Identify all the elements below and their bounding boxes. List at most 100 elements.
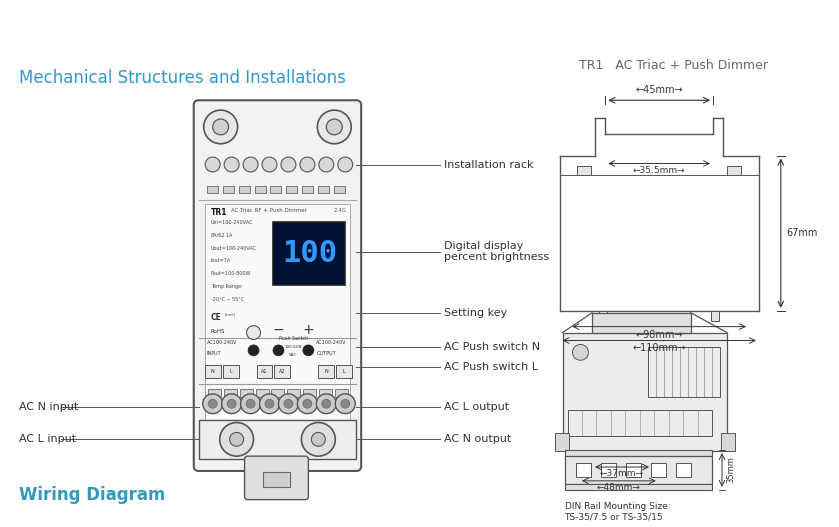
Bar bbox=[721, 433, 735, 451]
Bar bbox=[648, 347, 721, 397]
Circle shape bbox=[284, 399, 293, 408]
Circle shape bbox=[243, 157, 258, 172]
Circle shape bbox=[303, 399, 312, 408]
Text: Pout=100-800W: Pout=100-800W bbox=[211, 271, 251, 276]
Bar bbox=[208, 389, 221, 397]
Text: L: L bbox=[229, 369, 232, 374]
Text: TR1: TR1 bbox=[211, 208, 227, 217]
Bar bbox=[270, 186, 281, 193]
Bar bbox=[336, 389, 348, 397]
Bar bbox=[592, 313, 690, 333]
Bar bbox=[288, 389, 300, 397]
Circle shape bbox=[316, 394, 336, 414]
Circle shape bbox=[241, 394, 261, 414]
Text: Digital display
percent brightness: Digital display percent brightness bbox=[444, 241, 549, 262]
Circle shape bbox=[213, 119, 229, 135]
Circle shape bbox=[279, 394, 299, 414]
Text: OUTPUT: OUTPUT bbox=[316, 352, 336, 356]
Text: AC Push switch N: AC Push switch N bbox=[444, 343, 540, 353]
Circle shape bbox=[297, 394, 317, 414]
Text: ←37mm→: ←37mm→ bbox=[600, 469, 644, 478]
Bar bbox=[676, 463, 691, 477]
Text: AC N input: AC N input bbox=[19, 402, 79, 412]
Text: 100: 100 bbox=[282, 239, 337, 268]
Circle shape bbox=[338, 157, 352, 172]
Text: 8A/62.1A: 8A/62.1A bbox=[211, 233, 233, 238]
Circle shape bbox=[220, 423, 253, 456]
Text: CE: CE bbox=[211, 313, 221, 322]
Text: TR1   AC Triac + Push Dimmer: TR1 AC Triac + Push Dimmer bbox=[580, 58, 769, 72]
Circle shape bbox=[203, 394, 222, 414]
Bar bbox=[205, 365, 221, 378]
Bar bbox=[727, 167, 741, 175]
Text: ←35.5mm→: ←35.5mm→ bbox=[633, 167, 685, 175]
Circle shape bbox=[300, 157, 315, 172]
Text: DIN Rail Mounting Size:
TS-35/7.5 or TS-35/15: DIN Rail Mounting Size: TS-35/7.5 or TS-… bbox=[565, 502, 670, 521]
Text: A2: A2 bbox=[279, 369, 286, 374]
Text: A1: A1 bbox=[261, 369, 268, 374]
Bar bbox=[318, 186, 329, 193]
Circle shape bbox=[246, 399, 255, 408]
Text: −: − bbox=[273, 323, 284, 337]
Circle shape bbox=[317, 110, 352, 144]
Bar bbox=[302, 186, 313, 193]
Text: 100-60B: 100-60B bbox=[284, 345, 302, 349]
Bar bbox=[222, 365, 238, 378]
Bar bbox=[199, 419, 357, 459]
Bar bbox=[651, 463, 666, 477]
Text: [cert]: [cert] bbox=[225, 313, 236, 317]
Text: Temp Range:: Temp Range: bbox=[211, 284, 242, 289]
Circle shape bbox=[221, 394, 242, 414]
Text: AC L output: AC L output bbox=[444, 402, 509, 412]
Circle shape bbox=[224, 157, 239, 172]
Text: INPUT: INPUT bbox=[206, 352, 221, 356]
Circle shape bbox=[301, 423, 336, 456]
Bar bbox=[565, 484, 712, 490]
Bar bbox=[205, 204, 350, 422]
Text: +: + bbox=[303, 323, 314, 337]
Circle shape bbox=[259, 394, 279, 414]
Bar bbox=[206, 186, 217, 193]
Bar bbox=[567, 409, 712, 436]
Circle shape bbox=[326, 119, 342, 135]
Circle shape bbox=[281, 157, 296, 172]
Bar bbox=[257, 365, 273, 378]
FancyBboxPatch shape bbox=[245, 456, 309, 500]
Bar bbox=[256, 389, 268, 397]
Circle shape bbox=[341, 399, 350, 408]
Bar bbox=[576, 463, 591, 477]
Text: ←110mm→: ←110mm→ bbox=[633, 344, 686, 354]
Bar bbox=[599, 311, 607, 321]
Bar bbox=[222, 186, 233, 193]
Circle shape bbox=[204, 110, 237, 144]
Bar bbox=[224, 389, 237, 397]
Text: N: N bbox=[211, 369, 215, 374]
Text: AC Push switch L: AC Push switch L bbox=[444, 362, 538, 372]
Bar bbox=[304, 389, 316, 397]
Bar bbox=[626, 463, 641, 477]
Text: Push Switch: Push Switch bbox=[279, 336, 308, 340]
Text: Wiring Diagram: Wiring Diagram bbox=[19, 486, 166, 504]
Circle shape bbox=[319, 157, 334, 172]
Text: AC N output: AC N output bbox=[444, 434, 511, 444]
Bar bbox=[254, 186, 265, 193]
Circle shape bbox=[230, 433, 243, 446]
Text: AC100-240V: AC100-240V bbox=[206, 340, 237, 346]
Bar bbox=[565, 450, 712, 456]
Bar bbox=[240, 389, 253, 397]
Bar bbox=[238, 186, 249, 193]
Circle shape bbox=[322, 399, 331, 408]
Text: L: L bbox=[343, 369, 346, 374]
Bar bbox=[274, 222, 345, 285]
Bar bbox=[555, 433, 569, 451]
Text: Setting key: Setting key bbox=[444, 308, 507, 318]
Bar bbox=[336, 365, 352, 378]
Bar bbox=[274, 365, 290, 378]
Text: ←98mm→: ←98mm→ bbox=[635, 329, 683, 339]
Text: 2.4G: 2.4G bbox=[333, 208, 347, 213]
Circle shape bbox=[336, 394, 355, 414]
Circle shape bbox=[248, 345, 259, 356]
Text: -20°C ~ 55°C: -20°C ~ 55°C bbox=[211, 297, 244, 302]
Bar bbox=[263, 472, 290, 487]
Bar bbox=[320, 389, 332, 397]
